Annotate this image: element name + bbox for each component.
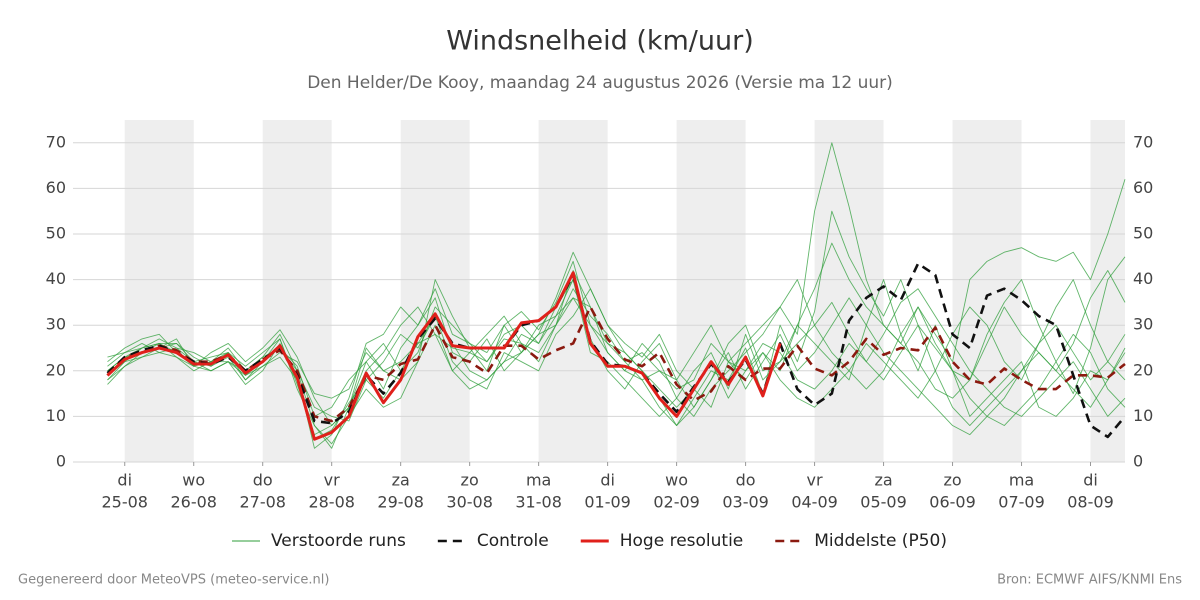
y-tick-label: 30: [46, 315, 66, 334]
y-tick-label: 70: [46, 132, 66, 151]
x-tick-date: 04-09: [791, 493, 838, 512]
day-band: [538, 120, 608, 462]
plot-background: [124, 120, 1125, 462]
ensemble-run: [107, 279, 1126, 422]
x-tick-date: 06-09: [929, 493, 976, 512]
ensemble-run: [107, 270, 1126, 426]
axis-labels: 0 0 10 10 20 20 30 30 40 40 50 50 60 60 70 70 di 25-08 wo 2…: [46, 132, 1154, 511]
y-tick-label: 40: [46, 269, 66, 288]
chart-title: Windsnelheid (km/uur): [446, 26, 754, 57]
x-tick-day: ma: [526, 471, 551, 490]
x-tick-date: 03-09: [722, 493, 769, 512]
x-tick-day: di: [117, 471, 132, 490]
y2-tick-label: 0: [1133, 452, 1143, 471]
x-tick-day: do: [253, 471, 273, 490]
series-line: [106, 271, 782, 441]
y-tick-label: 50: [46, 224, 66, 243]
y2-tick-label: 20: [1133, 360, 1153, 379]
lines: [106, 142, 1126, 449]
y2-tick-label: 50: [1133, 224, 1153, 243]
footer-source: Bron: ECMWF AIFS/KNMI Ens: [997, 573, 1182, 588]
legend-label: Verstoorde runs: [271, 531, 406, 551]
x-tick-date: 02-09: [653, 493, 700, 512]
y2-tick-label: 60: [1133, 178, 1153, 197]
x-tick-day: di: [600, 471, 615, 490]
legend-label: Hoge resolutie: [620, 531, 744, 551]
x-tick-day: vr: [324, 471, 340, 490]
day-band: [124, 120, 194, 462]
x-tick-day: di: [1083, 471, 1098, 490]
x-tick-date: 07-09: [998, 493, 1045, 512]
x-tick-day: zo: [461, 471, 479, 490]
y2-tick-label: 70: [1133, 132, 1153, 151]
chart-subtitle: Den Helder/De Kooy, maandag 24 augustus …: [307, 73, 893, 93]
x-tick-date: 01-09: [584, 493, 631, 512]
y-tick-label: 60: [46, 178, 66, 197]
legend-label: Controle: [477, 531, 549, 551]
day-band: [400, 120, 470, 462]
x-tick-date: 27-08: [239, 493, 286, 512]
day-band: [676, 120, 746, 462]
series-line: [106, 305, 1126, 423]
x-tick-date: 08-09: [1067, 493, 1114, 512]
y2-tick-label: 10: [1133, 406, 1153, 425]
x-tick-date: 29-08: [377, 493, 424, 512]
ensemble-run: [107, 251, 1126, 440]
day-band: [1090, 120, 1125, 462]
x-tick-date: 28-08: [308, 493, 355, 512]
y-tick-label: 0: [56, 452, 66, 471]
x-tick-date: 30-08: [446, 493, 493, 512]
y-tick-label: 10: [46, 406, 66, 425]
x-tick-date: 05-09: [860, 493, 907, 512]
x-tick-date: 25-08: [101, 493, 148, 512]
legend: Verstoorde runs Controle Hoge resolutie Mid…: [232, 531, 947, 551]
ensemble-run: [107, 242, 1126, 445]
day-band: [952, 120, 1022, 462]
x-tick-date: 31-08: [515, 493, 562, 512]
x-tick-day: za: [392, 471, 410, 490]
y-tick-label: 20: [46, 360, 66, 379]
y2-tick-label: 40: [1133, 269, 1153, 288]
day-band: [814, 120, 884, 462]
x-tick-day: vr: [807, 471, 823, 490]
x-tick-day: do: [736, 471, 756, 490]
legend-label: Middelste (P50): [814, 531, 947, 551]
y2-tick-label: 30: [1133, 315, 1153, 334]
day-band: [262, 120, 332, 462]
footer-credit: Gegenereerd door MeteoVPS (meteo-service…: [18, 573, 329, 588]
x-tick-day: za: [874, 471, 892, 490]
x-tick-day: ma: [1009, 471, 1034, 490]
x-tick-date: 26-08: [170, 493, 217, 512]
x-tick-day: wo: [665, 471, 688, 490]
x-tick-day: wo: [182, 471, 205, 490]
x-tick-day: zo: [943, 471, 961, 490]
